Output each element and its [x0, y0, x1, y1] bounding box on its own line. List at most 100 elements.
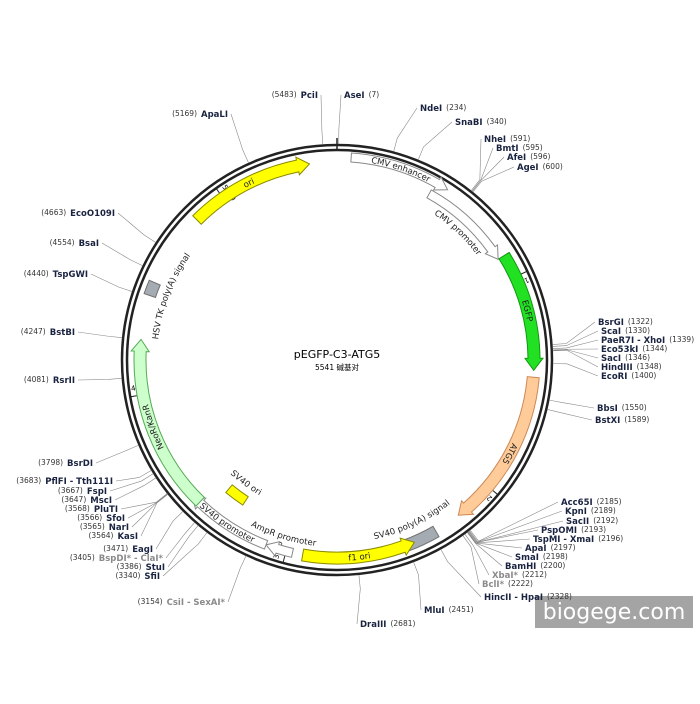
site-name: BspDI* - ClaI*: [99, 554, 164, 564]
site-name: CsiI - SexAI*: [167, 598, 226, 608]
site-label: HindIII (1348): [601, 362, 662, 373]
site-label: (5483) PciI: [272, 90, 318, 101]
site-label: KpnI (2189): [565, 506, 616, 517]
site-name: BsaI: [79, 239, 99, 249]
site-name: TspGWI: [53, 270, 88, 280]
site-label: (5169) ApaLI: [172, 109, 228, 120]
feature-4: [457, 376, 540, 516]
site-label: (3564) KasI: [89, 531, 139, 542]
site-label: BsrGI (1322): [598, 317, 653, 328]
site-position: (4663): [41, 208, 66, 217]
site-name: BclI*: [482, 580, 505, 590]
site-name: PflFI - Tth111I: [45, 477, 113, 487]
leader-line: [552, 330, 599, 347]
site-position: (2198): [543, 552, 568, 561]
site-label: PspOMI (2193): [541, 525, 606, 536]
site-position: (3566): [77, 513, 102, 522]
feature-label: HSV TK poly(A) signal: [151, 251, 193, 340]
site-name: EcoO109I: [70, 209, 115, 219]
leader-line: [114, 477, 157, 501]
leader-line: [552, 339, 599, 349]
site-position: (3154): [138, 597, 163, 606]
site-position: (2185): [597, 497, 622, 506]
site-position: (3471): [103, 544, 128, 553]
scale-tick: [130, 395, 138, 398]
site-position: (2451): [449, 605, 474, 614]
site-label: PaeR7I - XhoI (1339): [601, 335, 694, 346]
scale-tick: [492, 489, 499, 496]
leader-line: [162, 532, 208, 577]
leader-line: [552, 349, 599, 359]
site-position: (1322): [628, 317, 653, 326]
site-label: BstXI (1589): [595, 415, 649, 426]
site-label: ScaI (1330): [601, 326, 650, 337]
site-label: (3405) BspDI* - ClaI*: [70, 553, 164, 564]
site-label: Eco53kI (1344): [601, 344, 667, 355]
feature-11: [143, 279, 161, 299]
leader-line: [167, 525, 199, 568]
leader-line: [338, 94, 342, 145]
site-name: KpnI: [565, 507, 587, 517]
site-name: ApaLI: [201, 110, 228, 120]
site-position: (7): [369, 90, 380, 99]
site-name: SacII: [566, 517, 589, 527]
leader-line: [320, 94, 324, 145]
leader-line: [393, 107, 418, 152]
leader-line: [109, 473, 154, 492]
site-label: (4247) BstBI: [21, 327, 75, 338]
plasmid-name: pEGFP-C3-ATG5: [294, 348, 380, 361]
site-label: AfeI (596): [507, 152, 550, 163]
site-label: ApaI (2197): [525, 543, 576, 554]
leader-line: [120, 493, 168, 510]
site-position: (1589): [624, 415, 649, 424]
site-position: (3565): [80, 522, 105, 531]
site-label: Acc65I (2185): [561, 497, 622, 508]
site-label: (4554) BsaI: [50, 238, 99, 249]
site-name: PciI: [301, 91, 318, 101]
leader-line: [549, 399, 595, 409]
site-name: ApaI: [525, 544, 547, 554]
leader-line: [115, 470, 152, 482]
site-label: (4081) RsrII: [24, 375, 75, 386]
site-label: (3667) FspI: [58, 486, 107, 497]
site-label: (3568) PluTI: [65, 504, 118, 515]
site-name: SfiI: [144, 572, 160, 582]
site-label: (3565) NarI: [80, 522, 129, 533]
site-name: XbaI*: [492, 571, 519, 581]
site-position: (1330): [625, 326, 650, 335]
site-label: EcoRI (1400): [601, 371, 656, 382]
site-position: (3568): [65, 504, 90, 513]
feature-1: [350, 152, 449, 191]
site-label: (3471) EagI: [103, 544, 153, 555]
leader-line: [469, 501, 559, 542]
site-position: (4440): [24, 269, 49, 278]
site-label: (3154) CsiI - SexAI*: [138, 597, 226, 608]
feature-0: [192, 156, 311, 225]
watermark-box: [535, 596, 693, 628]
site-position: (3798): [38, 458, 63, 467]
site-position: (3647): [61, 495, 86, 504]
site-label: AseI (7): [344, 90, 379, 101]
site-position: (2197): [551, 543, 576, 552]
site-label: SnaBI (340): [455, 117, 507, 128]
site-label: (4663) EcoO109I: [41, 208, 115, 219]
site-label: XbaI* (2212): [492, 570, 547, 581]
site-label: (3798) BsrDI: [38, 458, 93, 469]
site-position: (2212): [522, 570, 547, 579]
leader-line: [127, 493, 168, 519]
site-position: (234): [446, 103, 466, 112]
site-position: (4247): [21, 327, 46, 336]
site-position: (340): [487, 117, 507, 126]
site-name: ScaI: [601, 327, 621, 337]
site-label: BbsI (1550): [597, 403, 647, 414]
feature-2: [426, 189, 499, 261]
site-position: (3564): [89, 531, 114, 540]
site-label: MluI (2451): [424, 605, 474, 616]
site-name: Eco53kI: [601, 345, 638, 355]
leader-line: [227, 555, 247, 603]
site-position: (2200): [540, 561, 565, 570]
site-label: TspMI - XmaI (2196): [533, 534, 623, 545]
scale-tick: [282, 556, 286, 564]
feature-9: [225, 484, 249, 506]
site-name: PspOMI: [541, 526, 577, 536]
